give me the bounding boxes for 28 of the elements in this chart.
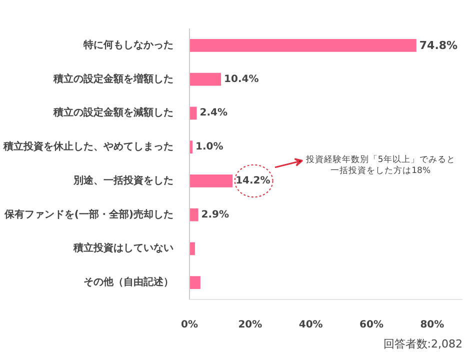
bar xyxy=(190,174,233,188)
data-label: 10.4% xyxy=(224,74,259,85)
bar xyxy=(190,39,416,52)
x-tick-label: 60% xyxy=(360,320,384,330)
bar xyxy=(190,276,200,289)
data-label: 2.4% xyxy=(200,108,228,119)
data-label: 2.9% xyxy=(201,209,230,220)
x-tick-label: 0% xyxy=(181,320,198,330)
y-tick-label: 積立の設定金額を増額した xyxy=(52,72,174,85)
bar xyxy=(190,72,222,86)
data-label: 74.8% xyxy=(419,38,458,52)
bar xyxy=(190,208,198,222)
data-label: 1.0% xyxy=(196,142,224,153)
y-tick-label: 特に何もしなかった xyxy=(82,38,174,51)
text: 回答者数:2,082 xyxy=(383,338,463,350)
annotation: 投資経験年数別「5年以上」でみると xyxy=(304,154,456,165)
x-tick-label: 40% xyxy=(298,320,323,330)
y-tick-label: 保有ファンドを(一部・全部)売却した xyxy=(3,208,174,220)
bar xyxy=(190,106,197,120)
x-tick-label: 80% xyxy=(420,320,444,330)
y-tick-label: その他（自由記述） xyxy=(84,276,174,288)
data-label: 14.2% xyxy=(236,175,270,186)
y-tick-label: 積立投資はしていない xyxy=(72,242,174,254)
y-tick-label: 積立投資を休止した、やめてしまった xyxy=(2,140,174,153)
annotation: 一括投資をした方は18% xyxy=(330,164,431,176)
x-tick-label: 20% xyxy=(238,320,262,330)
y-tick-label: 積立の設定金額を減額した xyxy=(52,106,174,119)
y-tick-label: 別途、一括投資をした xyxy=(72,174,174,186)
